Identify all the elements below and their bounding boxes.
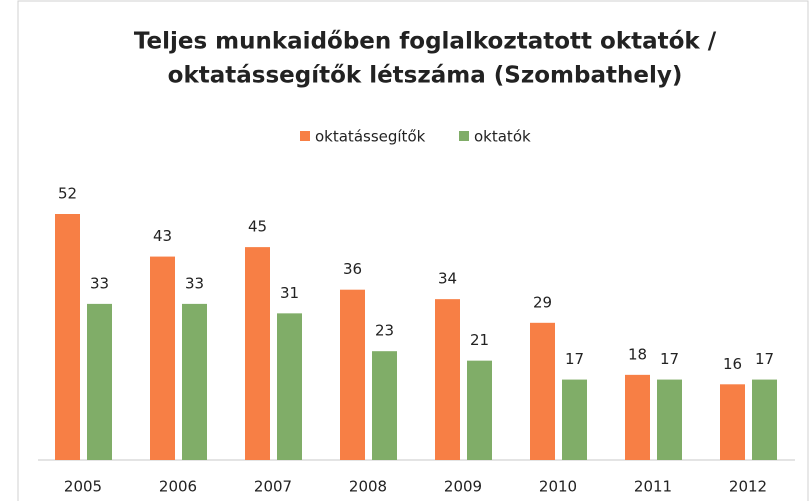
bar bbox=[752, 379, 777, 460]
data-label: 29 bbox=[533, 293, 552, 311]
bar bbox=[340, 289, 365, 460]
bar bbox=[87, 303, 112, 460]
data-label: 52 bbox=[58, 185, 77, 203]
data-label: 31 bbox=[280, 284, 299, 302]
legend-label: oktatók bbox=[474, 128, 531, 146]
bar bbox=[720, 384, 745, 460]
legend-swatch bbox=[300, 131, 310, 141]
chart-title: Teljes munkaidőben foglalkoztatott oktat… bbox=[134, 29, 717, 55]
data-label: 43 bbox=[153, 227, 172, 245]
data-label: 45 bbox=[248, 218, 267, 236]
bar bbox=[562, 379, 587, 460]
data-label: 17 bbox=[755, 350, 774, 368]
data-label: 21 bbox=[470, 331, 489, 349]
data-label: 23 bbox=[375, 322, 394, 340]
x-tick-label: 2009 bbox=[444, 478, 482, 496]
data-label: 33 bbox=[90, 274, 109, 292]
bar bbox=[182, 303, 207, 460]
data-label: 17 bbox=[565, 350, 584, 368]
bar bbox=[625, 374, 650, 460]
bar bbox=[530, 322, 555, 460]
data-label: 17 bbox=[660, 350, 679, 368]
legend-label: oktatássegítők bbox=[315, 128, 426, 146]
x-tick-label: 2008 bbox=[349, 478, 387, 496]
legend-swatch bbox=[459, 131, 469, 141]
data-label: 18 bbox=[628, 345, 647, 363]
data-label: 34 bbox=[438, 270, 457, 288]
bar bbox=[435, 299, 460, 460]
bar bbox=[277, 313, 302, 460]
x-tick-label: 2006 bbox=[159, 478, 197, 496]
chart-title: oktatássegítők létszáma (Szombathely) bbox=[168, 63, 683, 89]
bar bbox=[467, 360, 492, 460]
bar bbox=[372, 351, 397, 460]
x-tick-label: 2005 bbox=[64, 478, 102, 496]
bar bbox=[150, 256, 175, 460]
x-tick-label: 2012 bbox=[729, 478, 767, 496]
data-label: 16 bbox=[723, 355, 742, 373]
bar bbox=[657, 379, 682, 460]
x-tick-label: 2011 bbox=[634, 478, 672, 496]
bar bbox=[55, 214, 80, 460]
x-tick-label: 2010 bbox=[539, 478, 577, 496]
data-label: 36 bbox=[343, 260, 362, 278]
data-label: 33 bbox=[185, 274, 204, 292]
bar bbox=[245, 247, 270, 460]
x-tick-label: 2007 bbox=[254, 478, 292, 496]
